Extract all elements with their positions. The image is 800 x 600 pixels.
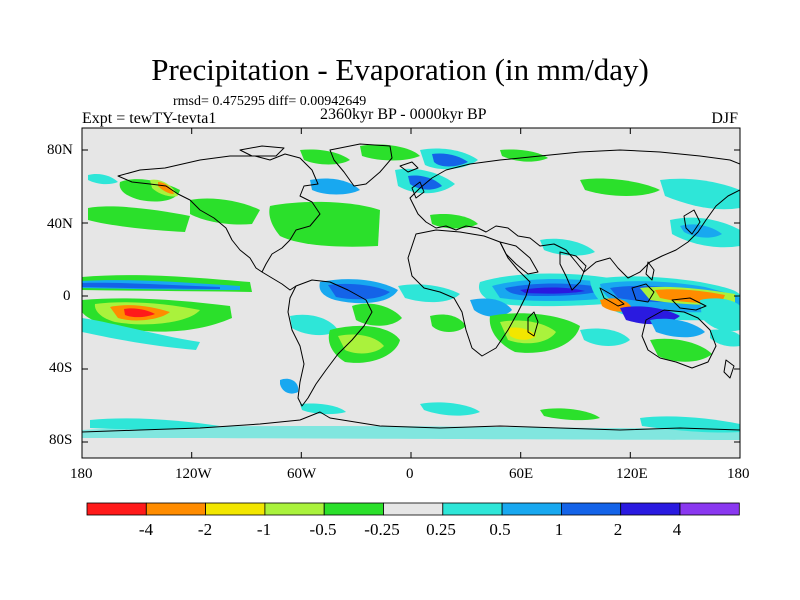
colorbar-swatch <box>205 502 266 516</box>
lat-tick-label: 80S <box>49 432 73 448</box>
coastline-philippines <box>645 261 655 281</box>
colorbar-swatch <box>501 502 562 516</box>
anomaly-patch <box>352 303 402 326</box>
colorbar-label: 4 <box>672 520 682 539</box>
anomaly-patch <box>650 318 705 338</box>
anomaly-patch <box>310 178 360 195</box>
anomaly-patch <box>360 144 420 161</box>
colorbar-label: -0.25 <box>364 520 400 539</box>
anomaly-patch <box>82 282 220 289</box>
experiment-label: Expt = tewTY-tevta1 <box>82 110 217 127</box>
anomaly-patch <box>580 328 630 346</box>
anomaly-patch <box>680 224 722 238</box>
anomaly-patch <box>430 314 466 332</box>
coastline-new-zealand <box>723 359 735 379</box>
colorbar <box>86 502 740 516</box>
colorbar-label: -4 <box>138 520 154 539</box>
lat-tick-label: 0 <box>63 288 71 304</box>
coastline-borneo <box>631 283 655 303</box>
colorbar-label: 0.25 <box>426 520 456 539</box>
coastline-south-america <box>287 279 373 407</box>
coastline-australia <box>641 309 717 369</box>
anomaly-patch <box>124 308 155 318</box>
coastline-central-america <box>261 271 297 291</box>
lon-tick-label: 60W <box>287 466 317 482</box>
season-label: DJF <box>711 110 738 127</box>
lon-tick-label: 120E <box>616 466 648 482</box>
coastline-madagascar <box>527 311 539 337</box>
anomaly-patch <box>290 314 338 336</box>
anomaly-patch <box>82 318 200 350</box>
stats-text: rmsd= 0.475295 diff= 0.00942649 <box>173 94 367 109</box>
anomaly-patch <box>540 408 600 421</box>
anomaly-patch <box>300 149 350 165</box>
coastline-antarctica <box>82 411 740 433</box>
anomaly-patch <box>660 178 740 210</box>
lon-tick-label: 180 <box>70 466 93 482</box>
colorbar-label: 1 <box>554 520 564 539</box>
colorbar-label: 2 <box>613 520 623 539</box>
lon-tick-label: 60E <box>509 466 534 482</box>
colorbar-label: 0.5 <box>489 520 511 539</box>
anomaly-patch <box>398 284 460 303</box>
anomaly-patch <box>190 198 260 225</box>
coastline-japan <box>683 209 701 235</box>
anomaly-patch <box>470 298 512 317</box>
colorbar-swatch <box>442 502 503 516</box>
coastline-sumatra <box>599 287 625 307</box>
anomaly-patch <box>88 173 118 185</box>
coastline-greenland <box>329 143 393 187</box>
coastline-iceland <box>399 161 419 173</box>
anomaly-patch <box>90 418 220 430</box>
coastline-eurasia <box>409 149 740 279</box>
anomaly-patch <box>338 334 384 354</box>
anomaly-patch <box>300 403 346 415</box>
coastline-africa <box>407 229 531 357</box>
lat-tick-label: 80N <box>47 142 73 158</box>
colorbar-label: -0.5 <box>309 520 337 539</box>
coastline-arabia <box>499 241 539 275</box>
colorbar-label: -1 <box>256 520 272 539</box>
anomaly-patch <box>580 178 660 196</box>
anomaly-patch <box>650 338 712 362</box>
anomaly-patch <box>420 402 480 416</box>
anomaly-patch <box>430 214 478 229</box>
colorbar-swatch <box>679 502 740 516</box>
anomaly-patch <box>280 378 299 394</box>
colorbar-swatch <box>86 502 147 516</box>
period-label: 2360kyr BP - 0000kyr BP <box>320 106 487 123</box>
colorbar-label: -2 <box>197 520 213 539</box>
colorbar-swatch <box>323 502 384 516</box>
coastline-new-guinea <box>671 297 707 311</box>
anomaly-patch <box>269 201 380 247</box>
colorbar-swatch <box>561 502 622 516</box>
lat-tick-label: 40S <box>49 360 73 376</box>
axis-ticks <box>81 128 741 458</box>
anomaly-patch <box>700 298 740 332</box>
plot-title: Precipitation - Evaporation (in mm/day) <box>151 52 649 87</box>
anomaly-patch <box>508 327 536 340</box>
lon-tick-label: 0 <box>406 466 414 482</box>
coastline-arctic-islands <box>239 145 285 157</box>
anomaly-patch <box>88 206 190 232</box>
lon-tick-label: 120W <box>175 466 212 482</box>
anomaly-field <box>82 144 740 440</box>
anomaly-patch <box>82 426 740 440</box>
colorbar-swatch <box>264 502 325 516</box>
coastline-india <box>559 251 587 291</box>
anomaly-patch <box>710 329 740 347</box>
colorbar-swatch <box>145 502 207 516</box>
colorbar-swatch <box>620 502 681 516</box>
lon-tick-label: 180 <box>727 466 750 482</box>
lat-tick-label: 40N <box>47 216 73 232</box>
coastline-british-isles <box>411 181 425 199</box>
coastline-north-america <box>117 153 321 273</box>
anomaly-patch <box>520 287 585 294</box>
anomaly-patch <box>408 175 442 190</box>
colorbar-swatch <box>383 502 444 516</box>
coastlines <box>82 143 740 433</box>
anomaly-patch <box>432 153 468 167</box>
anomaly-patch <box>540 238 595 256</box>
